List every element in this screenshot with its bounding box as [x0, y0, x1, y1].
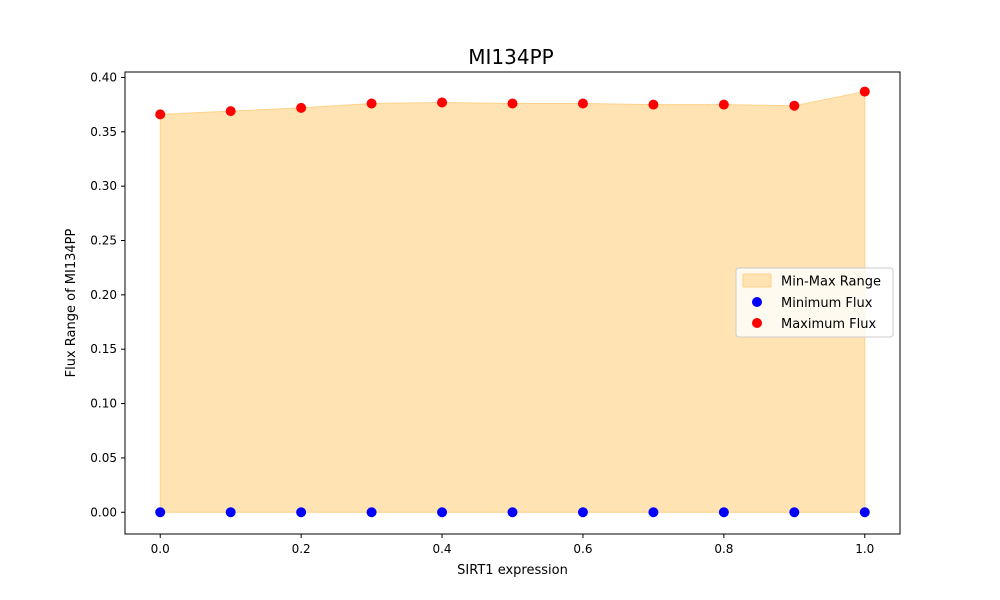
y-tick-label: 0.30 [90, 179, 117, 193]
x-tick-label: 1.0 [855, 542, 874, 556]
y-tick-label: 0.15 [90, 342, 117, 356]
legend-label-range: Min-Max Range [781, 275, 881, 290]
y-tick-label: 0.20 [90, 288, 117, 302]
y-tick-label: 0.00 [90, 505, 117, 519]
maximum-flux-point [155, 109, 166, 120]
plot-frame [124, 71, 901, 535]
x-tick-label: 0.2 [292, 542, 311, 556]
maximum-flux-point [859, 86, 870, 97]
legend: Min-Max Range Minimum Flux Maximum Flux [735, 267, 894, 338]
x-axis: 0.0 0.2 0.4 0.6 0.8 1.0 [151, 534, 874, 556]
minimum-flux-point [437, 507, 448, 518]
y-tick-label: 0.05 [90, 451, 117, 465]
maximum-flux-point [296, 102, 307, 113]
maximum-flux-point [507, 98, 518, 109]
minimum-flux-point [366, 507, 377, 518]
y-axis: 0.00 0.05 0.10 0.15 0.20 0.25 0.30 0.35 0.40 [90, 70, 125, 519]
minimum-flux-point [648, 507, 659, 518]
legend-box [735, 267, 894, 338]
maximum-flux-point [225, 106, 236, 117]
legend-marker-minimum [752, 297, 762, 307]
y-tick-label: 0.40 [90, 70, 117, 84]
maximum-flux-point [718, 99, 729, 110]
legend-label-maximum: Maximum Flux [781, 317, 877, 332]
maximum-flux-point [366, 98, 377, 109]
minimum-flux-point [507, 507, 518, 518]
maximum-flux-point [789, 100, 800, 111]
points-layer [155, 86, 870, 518]
x-tick-label: 0.4 [432, 542, 451, 556]
legend-marker-maximum [752, 318, 762, 328]
maximum-flux-point [577, 98, 588, 109]
minimum-flux-point [577, 507, 588, 518]
maximum-flux-point [437, 97, 448, 108]
y-tick-label: 0.35 [90, 125, 117, 139]
y-axis-label: Flux Range of MI134PP [64, 228, 79, 377]
x-tick-label: 0.6 [573, 542, 592, 556]
y-tick-label: 0.25 [90, 233, 117, 247]
minimum-flux-point [225, 507, 236, 518]
legend-swatch-range [742, 273, 772, 288]
legend-label-minimum: Minimum Flux [781, 296, 873, 311]
minimum-flux-point [859, 507, 870, 518]
x-tick-label: 0.0 [151, 542, 170, 556]
x-tick-label: 0.8 [714, 542, 733, 556]
minimum-flux-point [296, 507, 307, 518]
y-tick-label: 0.10 [90, 397, 117, 411]
chart-title: MI134PP [468, 45, 553, 69]
minimum-flux-point [718, 507, 729, 518]
maximum-flux-point [648, 99, 659, 110]
x-axis-label: SIRT1 expression [457, 563, 568, 578]
minimum-flux-point [789, 507, 800, 518]
minimum-flux-point [155, 507, 166, 518]
